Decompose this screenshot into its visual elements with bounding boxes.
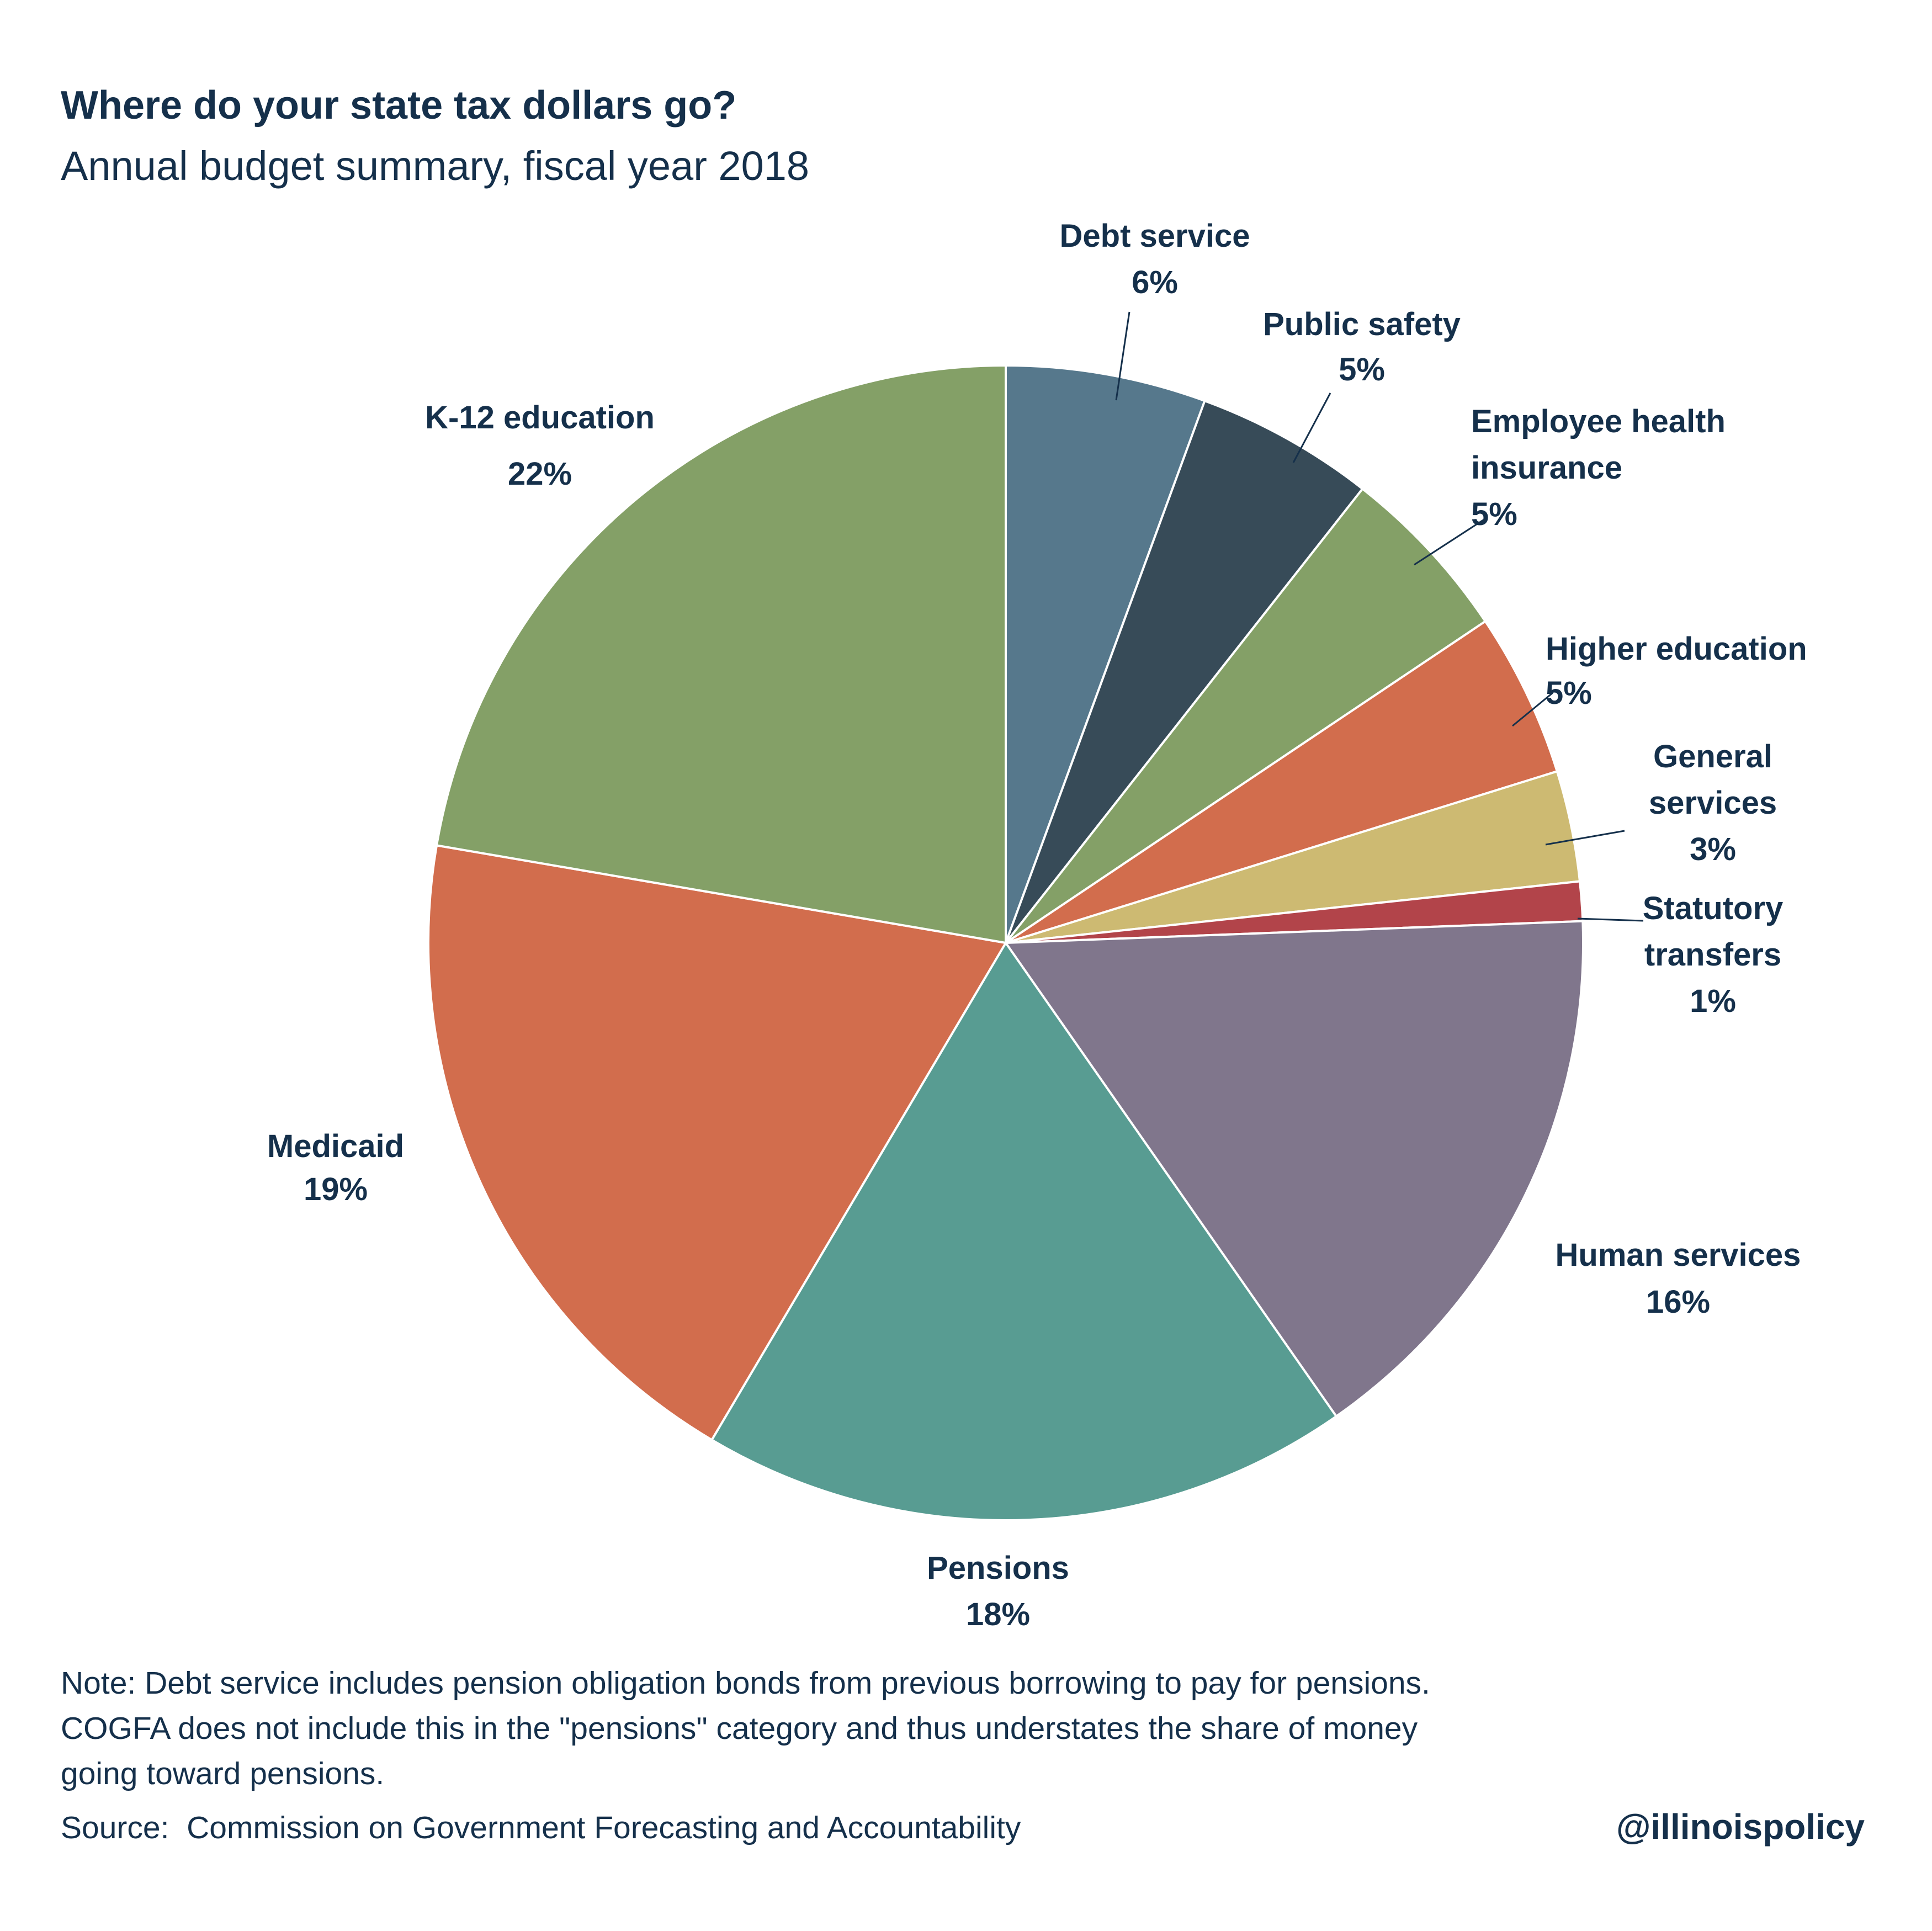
pie-slice-debt-service [1005,364,1206,944]
slice-label-name: Public safety [1263,306,1461,342]
slice-label-name: Higher education [1546,631,1807,667]
note-line: Note: Debt service includes pension obli… [61,1665,1430,1701]
pie-slice-human-services [1005,920,1584,1418]
chart-title: Where do your state tax dollars go? [61,83,737,128]
leader-lines [1115,311,1644,922]
slice-label-name: transfers [1644,937,1781,973]
leader-line [1577,917,1644,922]
slice-label: K-12 education 22% [425,400,655,492]
slice-label-percent: 18% [966,1596,1030,1632]
pie-slice-employee-health-insurance [1005,487,1487,944]
slice-label-percent: 16% [1646,1284,1710,1320]
leader-line [1414,519,1484,566]
slice-label-percent: 5% [1339,352,1385,388]
pie-slice-higher-education [1005,620,1558,944]
twitter-handle: @illinoispolicy [1616,1807,1865,1847]
slice-label-percent: 6% [1132,264,1178,300]
slice-label-percent: 1% [1690,983,1736,1019]
slice-label: Public safety 5% [1263,306,1461,388]
slice-label-name: Debt service [1060,218,1250,254]
leader-line [1512,692,1553,727]
slice-label-percent: 5% [1546,675,1592,711]
leader-line [1115,311,1130,401]
slice-label-name: K-12 education [425,400,655,436]
slice-label-name: Pensions [927,1550,1069,1586]
slice-labels: Debt service 6%Public safety 5%Employee he… [267,218,1807,1632]
pie-slice-pensions [710,942,1337,1522]
pie-slice-public-safety [1005,400,1364,944]
pie-slices [427,364,1584,1522]
slice-label-percent: 3% [1690,831,1736,867]
slice-label-name: Statutory [1643,890,1784,926]
slice-label-name: services [1649,785,1777,821]
pie-slice-medicaid [427,844,1007,1441]
slice-label-name: insurance [1471,450,1622,486]
slice-label-name: Employee health [1471,404,1726,439]
slice-label-percent: 5% [1471,496,1517,532]
pie-slice-k-12-education [436,364,1007,944]
slice-label-percent: 19% [304,1171,368,1207]
note-line: going toward pensions. [61,1756,385,1791]
slice-label: Pensions 18% [927,1550,1069,1632]
slice-label: Employee health insurance 5% [1471,404,1726,532]
leader-line [1292,392,1331,463]
slice-label: Medicaid 19% [267,1128,404,1207]
leader-line [1545,830,1625,846]
slice-label: General services 3% [1649,739,1777,867]
slice-label: Debt service 6% [1060,218,1250,300]
slice-label: Higher education 5% [1546,631,1807,711]
chart-subtitle: Annual budget summary, fiscal year 2018 [61,143,810,189]
note-line: COGFA does not include this in the "pens… [61,1711,1418,1746]
slice-label-percent: 22% [508,456,572,492]
source: Source: Commission on Government Forecas… [61,1810,1021,1845]
slice-label: Human services 16% [1556,1237,1801,1320]
slice-label-name: General [1653,739,1772,774]
slice-label-name: Medicaid [267,1128,404,1164]
slice-label: Statutory transfers 1% [1643,890,1784,1019]
note: Note: Debt service includes pension obli… [61,1661,1717,1796]
slice-label-name: Human services [1556,1237,1801,1273]
